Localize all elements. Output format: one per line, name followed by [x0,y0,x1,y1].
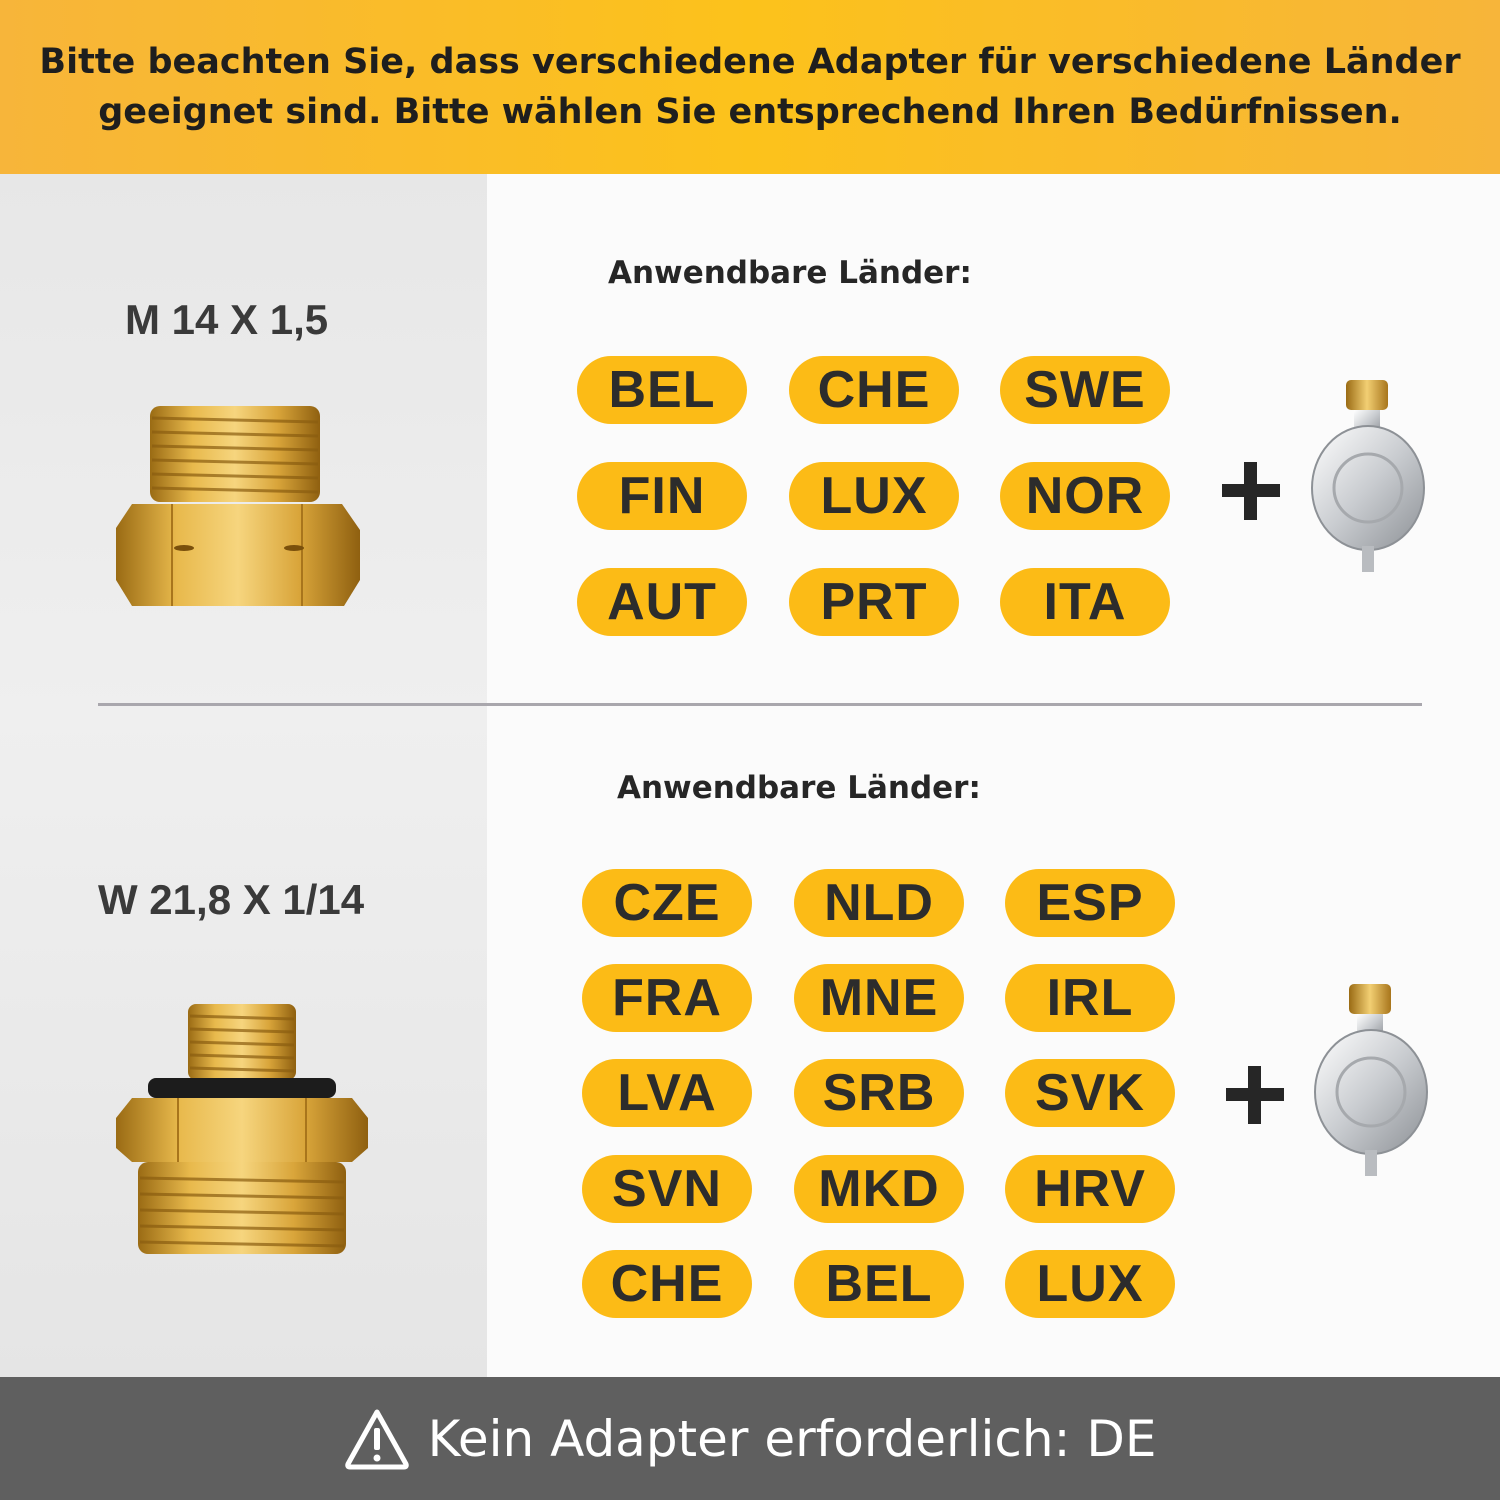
banner-line-1: Bitte beachten Sie, dass verschiedene Ad… [39,42,1461,82]
country-pill: CZE [582,869,752,937]
gas-regulator-image [1311,380,1425,572]
gas-regulator-image [1314,984,1428,1176]
country-pill: NOR [1000,462,1170,530]
country-pill: FIN [577,462,747,530]
country-pill: BEL [794,1250,964,1318]
plus-icon [1226,1066,1284,1124]
section-divider [98,703,1422,706]
warning-icon [344,1409,409,1469]
country-pill: HRV [1005,1155,1175,1223]
country-pill: SVN [582,1155,752,1223]
country-pill: CHE [582,1250,752,1318]
brass-adapter-m14-image [116,406,360,606]
country-pill: CHE [789,356,959,424]
country-pill: ITA [1000,568,1170,636]
banner-line-2: geeignet sind. Bitte wählen Sie entsprec… [98,92,1402,132]
country-pill: AUT [577,568,747,636]
info-banner: Bitte beachten Sie, dass verschiedene Ad… [0,0,1500,174]
country-pill: MNE [794,964,964,1032]
no-adapter-required-text: Kein Adapter erforderlich: DE [427,1409,1157,1468]
thread-spec-w21: W 21,8 X 1/14 [98,876,365,923]
country-pill: PRT [789,568,959,636]
country-pill: ESP [1005,869,1175,937]
country-pill: IRL [1005,964,1175,1032]
country-pill: LUX [1005,1250,1175,1318]
country-pill: FRA [582,964,752,1032]
thread-spec-m14: M 14 X 1,5 [125,296,329,343]
country-pill: BEL [577,356,747,424]
country-pill: LVA [582,1059,752,1127]
country-pill: MKD [794,1155,964,1223]
footer-bar: Kein Adapter erforderlich: DE [0,1377,1500,1500]
country-pill: SWE [1000,356,1170,424]
country-pill: SVK [1005,1059,1175,1127]
country-pill: SRB [794,1059,964,1127]
country-pill: LUX [789,462,959,530]
country-pill: NLD [794,869,964,937]
applicable-countries-title-2: Anwendbare Länder: [617,770,981,806]
plus-icon [1222,462,1280,520]
brass-adapter-w21-image [116,1004,368,1254]
applicable-countries-title-1: Anwendbare Länder: [608,255,972,291]
